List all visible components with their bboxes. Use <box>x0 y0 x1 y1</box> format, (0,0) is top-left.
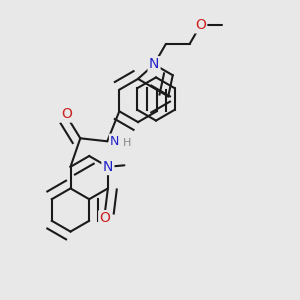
Text: O: O <box>100 212 110 225</box>
Text: H: H <box>123 138 131 148</box>
Text: O: O <box>195 18 206 32</box>
Text: N: N <box>149 57 159 71</box>
Text: O: O <box>61 107 72 121</box>
Text: N: N <box>110 135 119 148</box>
Text: N: N <box>103 160 113 174</box>
